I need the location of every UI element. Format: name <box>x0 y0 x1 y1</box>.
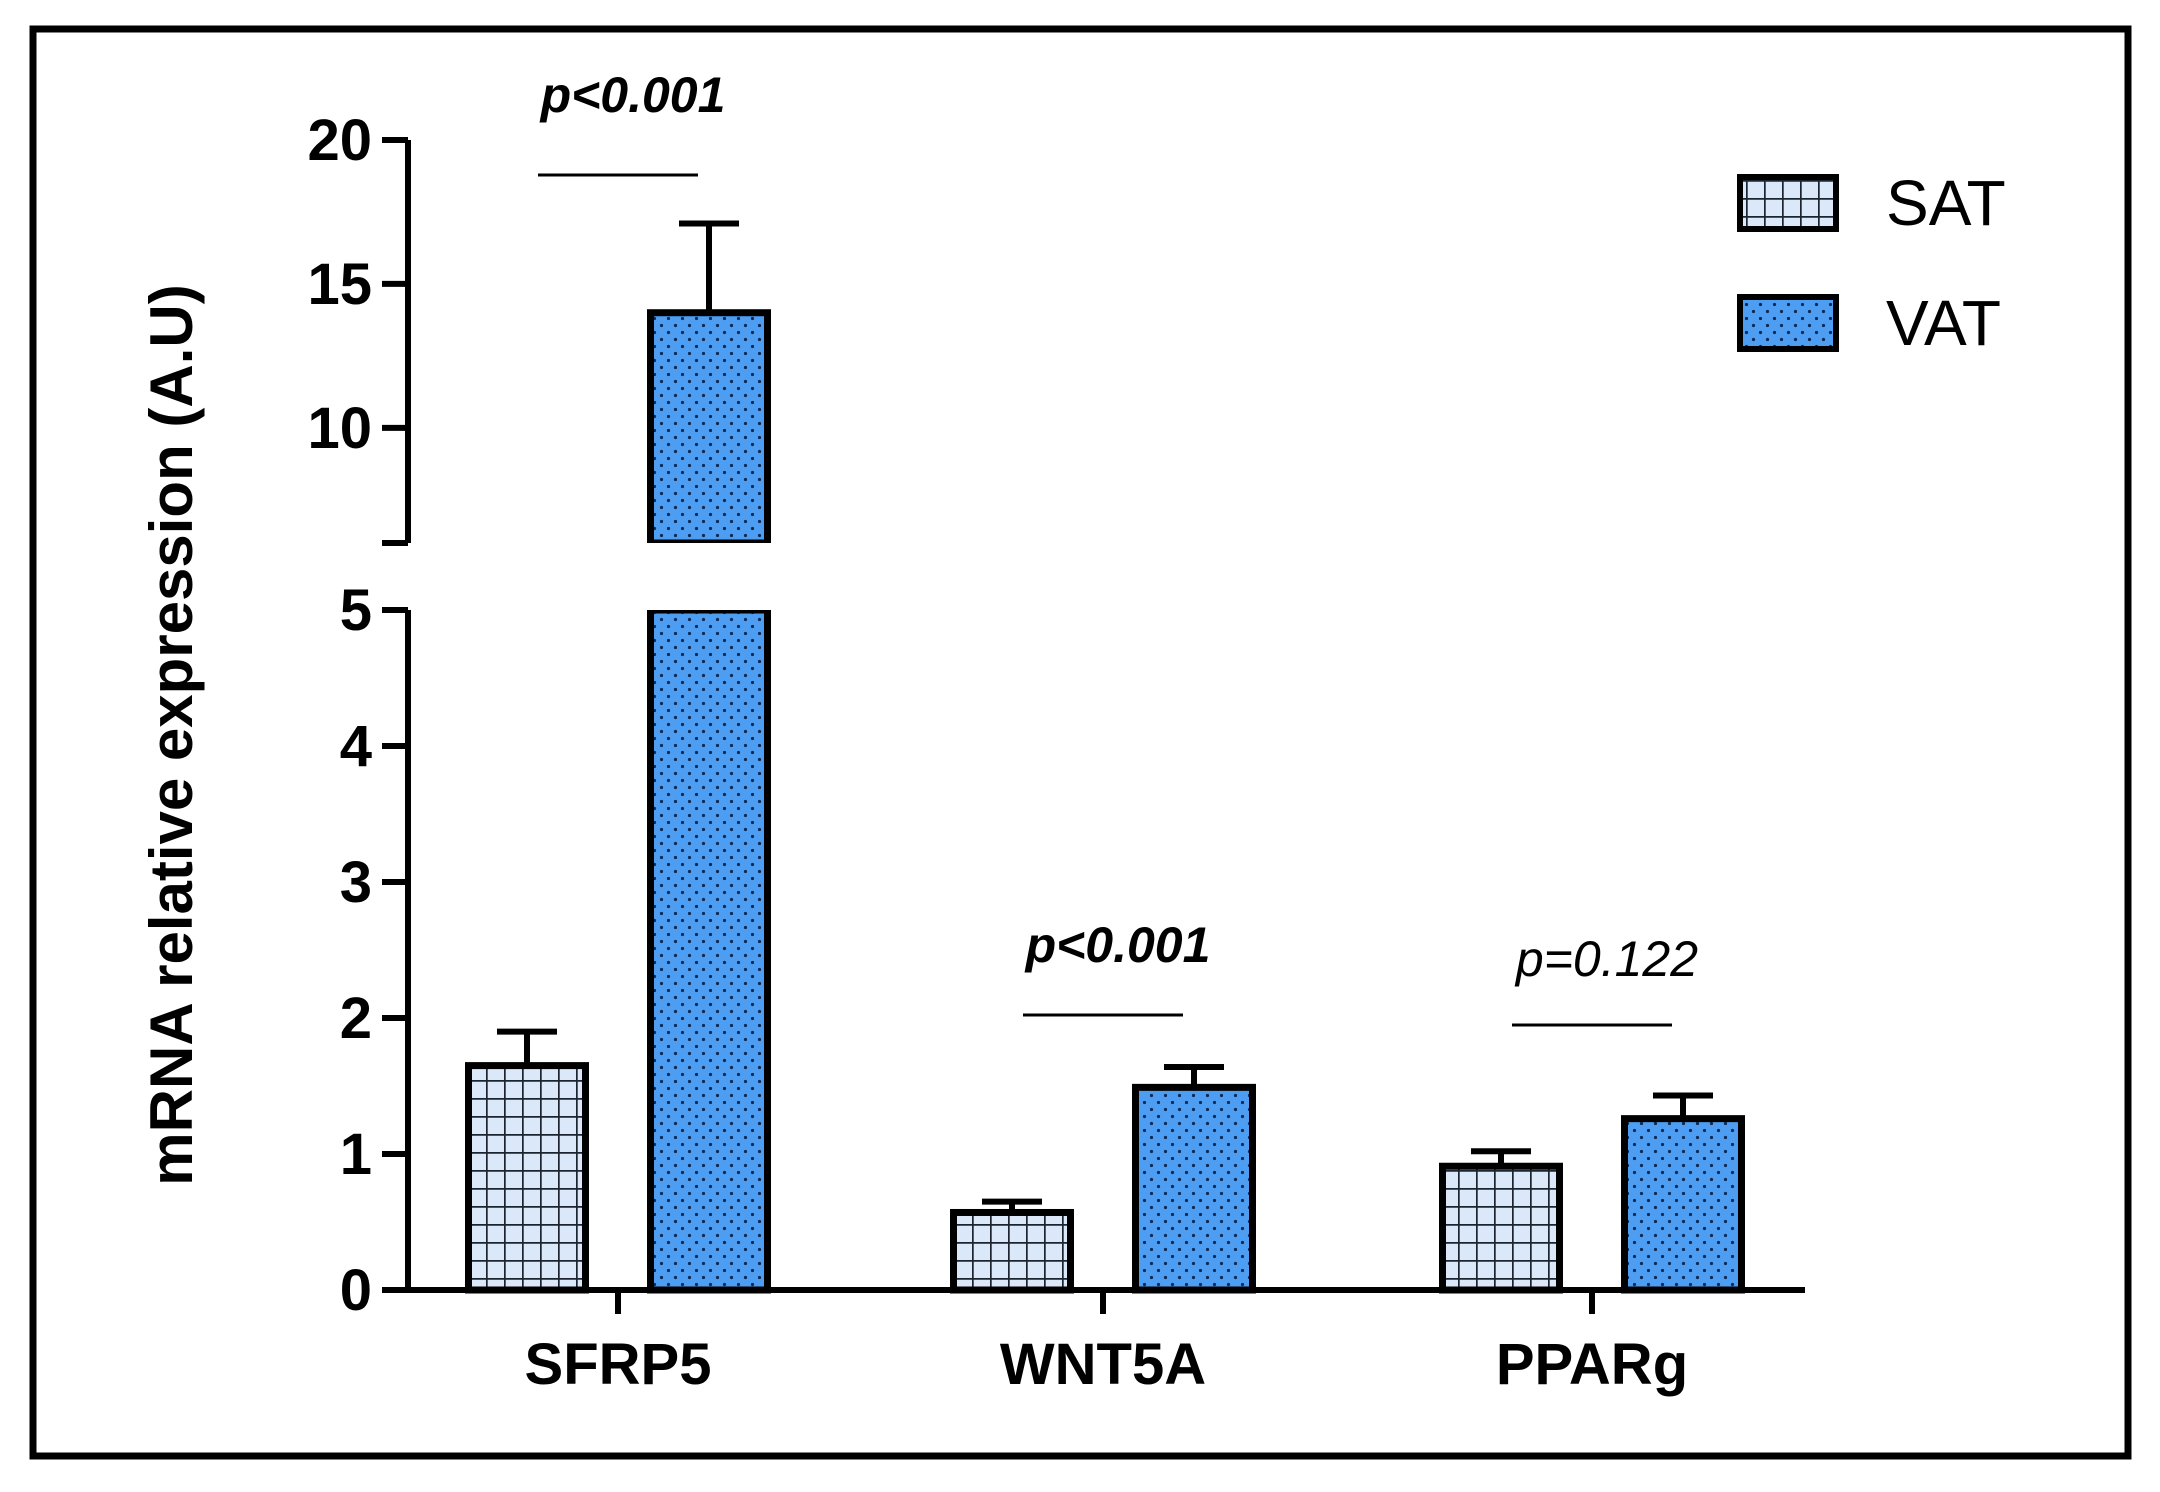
category-label-wnt5a: WNT5A <box>1000 1332 1206 1397</box>
p-value-pparg: p=0.122 <box>1514 931 1698 987</box>
y-tick-label: 10 <box>307 396 372 461</box>
bar-vat-pparg <box>1621 1115 1745 1294</box>
y-tick-label: 4 <box>340 714 372 779</box>
legend: SAT VAT <box>1737 167 2006 359</box>
y-tick-label: 3 <box>340 850 372 915</box>
category-label-pparg: PPARg <box>1496 1332 1688 1397</box>
significance-annotations: p<0.001 p<0.001 p=0.122 <box>538 67 1698 1027</box>
y-tick-label: 0 <box>340 1258 372 1323</box>
figure-frame <box>29 25 2132 1460</box>
y-tick-label: 2 <box>340 986 372 1051</box>
legend-label-vat: VAT <box>1886 287 2001 359</box>
category-label-sfrp5: SFRP5 <box>525 1332 712 1397</box>
legend-swatch-vat <box>1737 294 1839 352</box>
bar-sat-wnt5a <box>950 1208 1074 1294</box>
bars <box>465 220 1745 1294</box>
y-tick-label: 1 <box>340 1122 372 1187</box>
bar-sat-pparg <box>1439 1162 1563 1294</box>
bar-vat-sfrp5-upper <box>647 309 771 547</box>
p-value-wnt5a: p<0.001 <box>1024 917 1211 973</box>
p-value-sfrp5: p<0.001 <box>539 67 726 123</box>
bar-sat-sfrp5 <box>465 1062 589 1294</box>
y-tick-label: 20 <box>307 108 372 173</box>
y-axis-label: mRNA relative expression (A.U) <box>138 284 205 1185</box>
bar-vat-wnt5a <box>1132 1083 1256 1294</box>
legend-label-sat: SAT <box>1886 167 2006 239</box>
axis-break-gap <box>642 543 776 610</box>
y-tick-label: 5 <box>340 578 372 643</box>
bar-vat-sfrp5-lower <box>647 606 771 1294</box>
axes: 0 1 2 3 4 5 10 15 20 <box>307 108 1805 1323</box>
y-tick-label: 15 <box>307 252 372 317</box>
legend-swatch-sat <box>1737 174 1839 232</box>
